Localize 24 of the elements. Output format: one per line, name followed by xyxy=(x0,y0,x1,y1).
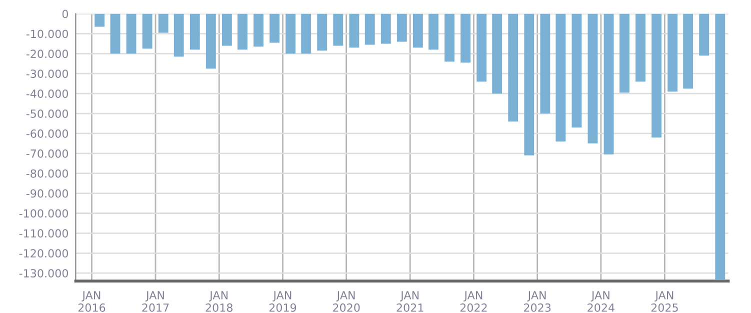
y-tick-label: -120.000 xyxy=(19,249,68,258)
x-tick-label: JAN 2017 xyxy=(142,291,169,312)
x-tick-label: JAN 2016 xyxy=(78,291,106,312)
y-tick-label: -100.000 xyxy=(19,209,68,218)
y-tick-label: 0 xyxy=(62,10,68,18)
x-tick-label: JAN 2024 xyxy=(588,291,614,312)
x-tick-label: JAN 2022 xyxy=(460,291,487,312)
y-tick-label: -30.000 xyxy=(26,70,68,78)
y-tick-label: -80.000 xyxy=(26,169,68,178)
x-tick-label: JAN 2025 xyxy=(651,291,678,312)
y-tick-label: -40.000 xyxy=(26,90,68,98)
y-tick-label: -110.000 xyxy=(19,229,68,238)
y-tick-label: -10.000 xyxy=(26,30,68,38)
x-tick-label: JAN 2018 xyxy=(206,291,232,312)
x-tick-label: JAN 2019 xyxy=(269,291,296,312)
y-tick-label: -50.000 xyxy=(26,109,68,118)
x-tick-label: JAN 2023 xyxy=(524,291,551,312)
y-tick-label: -130.000 xyxy=(19,269,68,278)
y-tick-label: -70.000 xyxy=(26,149,68,158)
y-tick-label: -90.000 xyxy=(26,189,68,198)
x-tick-label: JAN 2021 xyxy=(396,291,424,312)
y-tick-label: -60.000 xyxy=(26,129,68,138)
y-tick-label: -20.000 xyxy=(26,50,68,58)
x-tick-label: JAN 2020 xyxy=(333,291,360,312)
